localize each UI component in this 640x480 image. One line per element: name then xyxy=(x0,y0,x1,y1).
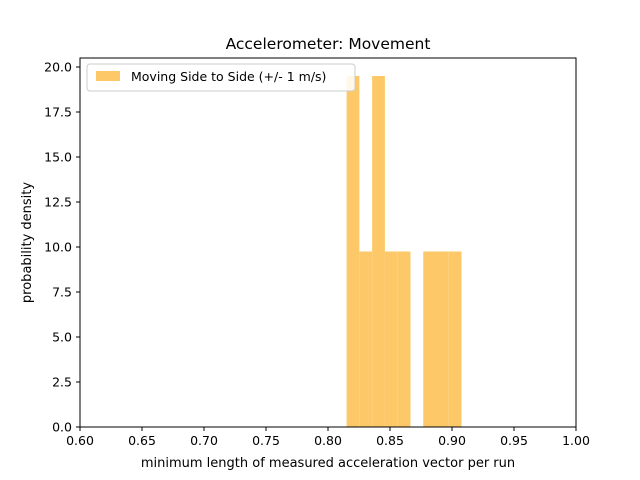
y-axis: 0.0 2.5 5.0 7.5 10.0 12.5 15.0 17.5 20.0 xyxy=(44,60,80,435)
y-tick-label: 10.0 xyxy=(44,240,72,255)
x-tick-label: 0.70 xyxy=(190,433,218,448)
x-tick-label: 0.60 xyxy=(66,433,94,448)
x-axis-label: minimum length of measured acceleration … xyxy=(141,456,515,471)
y-tick-label: 17.5 xyxy=(44,105,72,120)
y-tick-label: 15.0 xyxy=(44,150,72,165)
histogram-bar xyxy=(372,76,385,427)
plot-frame xyxy=(79,57,577,428)
x-axis: 0.60 0.65 0.70 0.75 0.80 0.85 0.90 0.95 1.00 xyxy=(66,427,590,448)
y-tick-label: 7.5 xyxy=(52,285,72,300)
x-tick-label: 1.00 xyxy=(562,433,590,448)
y-tick-label: 5.0 xyxy=(52,330,72,345)
y-tick-label: 2.5 xyxy=(52,375,72,390)
y-tick-label: 0.0 xyxy=(52,420,72,435)
histogram-bar xyxy=(436,251,449,427)
histogram-bar xyxy=(384,251,398,427)
legend: Moving Side to Side (+/- 1 m/s) xyxy=(86,63,356,92)
x-tick-label: 0.85 xyxy=(376,433,404,448)
legend-label: Moving Side to Side (+/- 1 m/s) xyxy=(131,69,326,84)
x-tick-label: 0.75 xyxy=(252,433,280,448)
histogram-bar xyxy=(346,76,360,427)
legend-box xyxy=(86,63,356,92)
bars-group xyxy=(346,76,462,427)
x-tick-label: 0.90 xyxy=(438,433,466,448)
x-tick-label: 0.65 xyxy=(128,433,156,448)
histogram-bar xyxy=(359,251,373,427)
legend-swatch xyxy=(96,71,120,81)
histogram-bar xyxy=(397,251,411,427)
histogram-bar xyxy=(448,251,462,427)
chart-title: Accelerometer: Movement xyxy=(226,35,431,53)
x-tick-label: 0.80 xyxy=(314,433,342,448)
y-tick-label: 12.5 xyxy=(44,195,72,210)
histogram-bar xyxy=(423,251,437,427)
x-tick-label: 0.95 xyxy=(500,433,528,448)
y-axis-label: probability density xyxy=(20,182,35,303)
y-tick-label: 20.0 xyxy=(44,60,72,75)
